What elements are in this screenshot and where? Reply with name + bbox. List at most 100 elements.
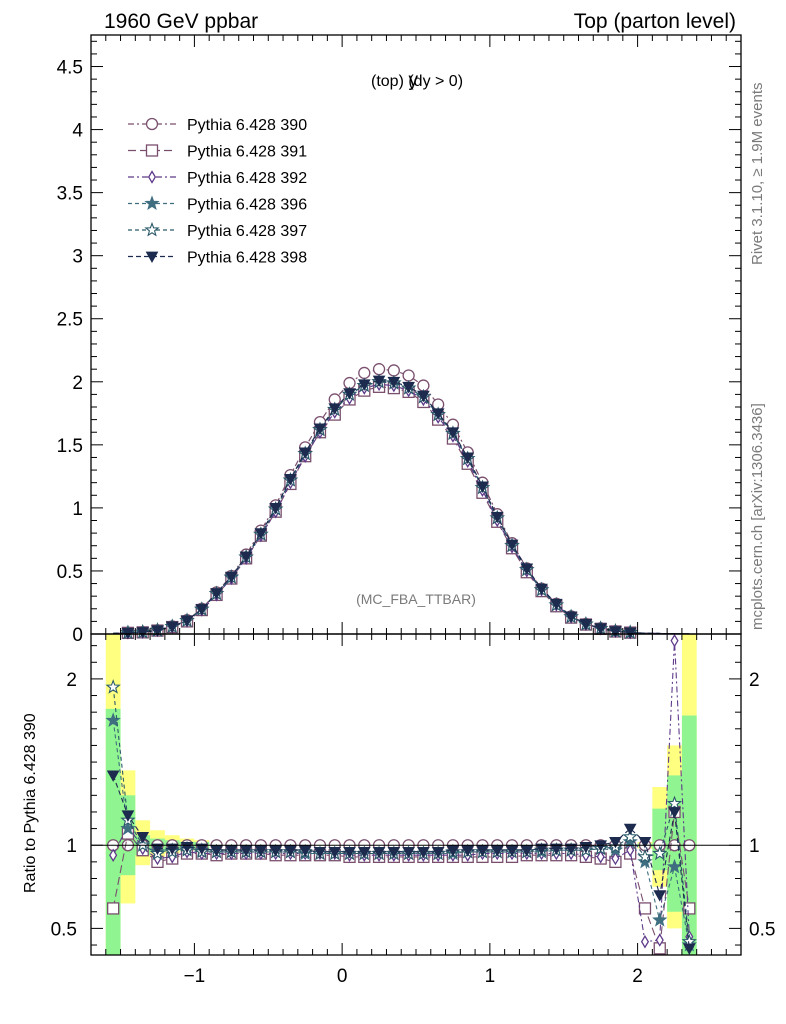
- ratio-point: [343, 846, 356, 859]
- ratio-ytick-label-right: 1: [749, 836, 760, 857]
- data-point: [505, 539, 519, 551]
- data-point: [195, 604, 209, 616]
- ratio-point: [105, 712, 121, 728]
- ratio-point: [195, 843, 209, 856]
- data-point: [372, 375, 386, 388]
- ratio-point: [298, 845, 312, 857]
- plot-title-sub: (top) (dy > 0): [371, 73, 463, 90]
- main-ytick-label: 2: [72, 373, 83, 394]
- ratio-point: [549, 843, 563, 856]
- legend-label: Pythia 6.428 396: [187, 197, 307, 214]
- main-ytick-label: 4: [72, 121, 83, 142]
- main-ytick-label: 1.5: [57, 436, 83, 457]
- ratio-point: [640, 934, 650, 949]
- data-point: [165, 621, 179, 633]
- legend-marker: [145, 117, 159, 131]
- ratio-point: [165, 843, 179, 856]
- ratio-point: [446, 845, 460, 857]
- xtick-label: 0: [337, 966, 348, 987]
- series-line-ratio: [112, 811, 690, 949]
- data-point: [476, 481, 489, 493]
- ratio-point: [107, 902, 120, 915]
- analysis-tag: (MC_FBA_TTBAR): [356, 591, 476, 607]
- ratio-point: [239, 845, 253, 857]
- data-point: [328, 403, 342, 415]
- rivet-label: Rivet 3.1.10, ≥ 1.9M events: [749, 83, 766, 266]
- legend-entry: Pythia 6.428 392: [128, 170, 307, 187]
- ratio-point: [476, 845, 489, 857]
- legend-entry: Pythia 6.428 390: [128, 117, 307, 134]
- legend-marker: [144, 195, 160, 211]
- ratio-point: [210, 845, 223, 857]
- ratio-point: [520, 845, 534, 857]
- ratio-point: [638, 902, 652, 915]
- legend-label: Pythia 6.428 398: [187, 250, 307, 267]
- ratio-point: [666, 858, 683, 874]
- legend-marker: [144, 221, 160, 237]
- ratio-point: [638, 837, 652, 849]
- ratio-point: [490, 845, 504, 857]
- ratio-point: [655, 933, 664, 947]
- ratio-point: [652, 845, 668, 861]
- data-point: [387, 376, 401, 389]
- legend-entry: Pythia 6.428 396: [128, 195, 307, 214]
- legend-marker: [145, 144, 159, 157]
- main-ytick-label: 3.5: [57, 184, 83, 205]
- ratio-point: [626, 843, 635, 857]
- ratio-point: [121, 810, 135, 822]
- plot-title: y: [409, 70, 419, 91]
- series-line-ratio: [112, 775, 690, 949]
- ratio-point: [594, 840, 608, 852]
- xtick-label: 1: [485, 966, 496, 987]
- ratio-point: [505, 845, 519, 857]
- main-ytick-label: 0: [72, 625, 83, 646]
- ratio-point: [387, 846, 401, 859]
- data-point: [446, 427, 460, 439]
- series-line-ratio: [112, 640, 690, 943]
- xtick-label: 2: [632, 966, 643, 987]
- ratio-ytick-label-right: 0.5: [749, 919, 775, 940]
- data-point: [417, 390, 430, 403]
- ratio-ytick-label: 1: [66, 836, 77, 857]
- data-point: [579, 619, 593, 631]
- ratio-point: [372, 846, 386, 859]
- ratio-point: [564, 843, 578, 856]
- data-point: [180, 615, 194, 627]
- data-point: [594, 623, 608, 635]
- axes-layer: 0 0.5 1 1.5 2 2.5 3 3.5 4 4.5 −1 0 1 2 0.5 0.5 1 1 2 2: [51, 34, 775, 987]
- legend-label: Pythia 6.428 392: [187, 170, 307, 187]
- series-line-ratio: [112, 687, 690, 942]
- data-point: [520, 563, 534, 575]
- series-layer: [105, 363, 697, 955]
- ratio-ytick-label: 2: [66, 670, 77, 691]
- data-point: [224, 571, 238, 584]
- ratio-ytick-label: 0.5: [51, 919, 77, 940]
- data-point: [490, 511, 504, 524]
- band-green: [105, 708, 121, 955]
- main-ytick-label: 3: [72, 247, 83, 268]
- ratio-point: [431, 846, 445, 859]
- data-point: [269, 502, 283, 515]
- data-point: [151, 625, 164, 637]
- series-5: [106, 375, 696, 955]
- data-point: [254, 528, 268, 540]
- data-point: [461, 452, 475, 464]
- ratio-point: [461, 845, 475, 857]
- ratio-bands: [105, 634, 697, 955]
- ratio-point: [637, 848, 653, 864]
- data-point: [313, 423, 327, 435]
- legend-marker: [147, 170, 157, 184]
- ratio-point: [105, 679, 121, 694]
- ratio-point: [106, 770, 120, 782]
- legend-entry: Pythia 6.428 398: [128, 250, 307, 267]
- ratio-point: [224, 845, 238, 857]
- header-left: 1960 GeV ppbar: [104, 10, 258, 33]
- data-point: [431, 408, 445, 420]
- ratio-point: [668, 807, 681, 819]
- legend-label: Pythia 6.428 397: [187, 223, 307, 240]
- data-point: [343, 388, 356, 400]
- data-point: [372, 363, 386, 376]
- data-point: [239, 551, 253, 563]
- main-ytick-label: 1: [72, 499, 83, 520]
